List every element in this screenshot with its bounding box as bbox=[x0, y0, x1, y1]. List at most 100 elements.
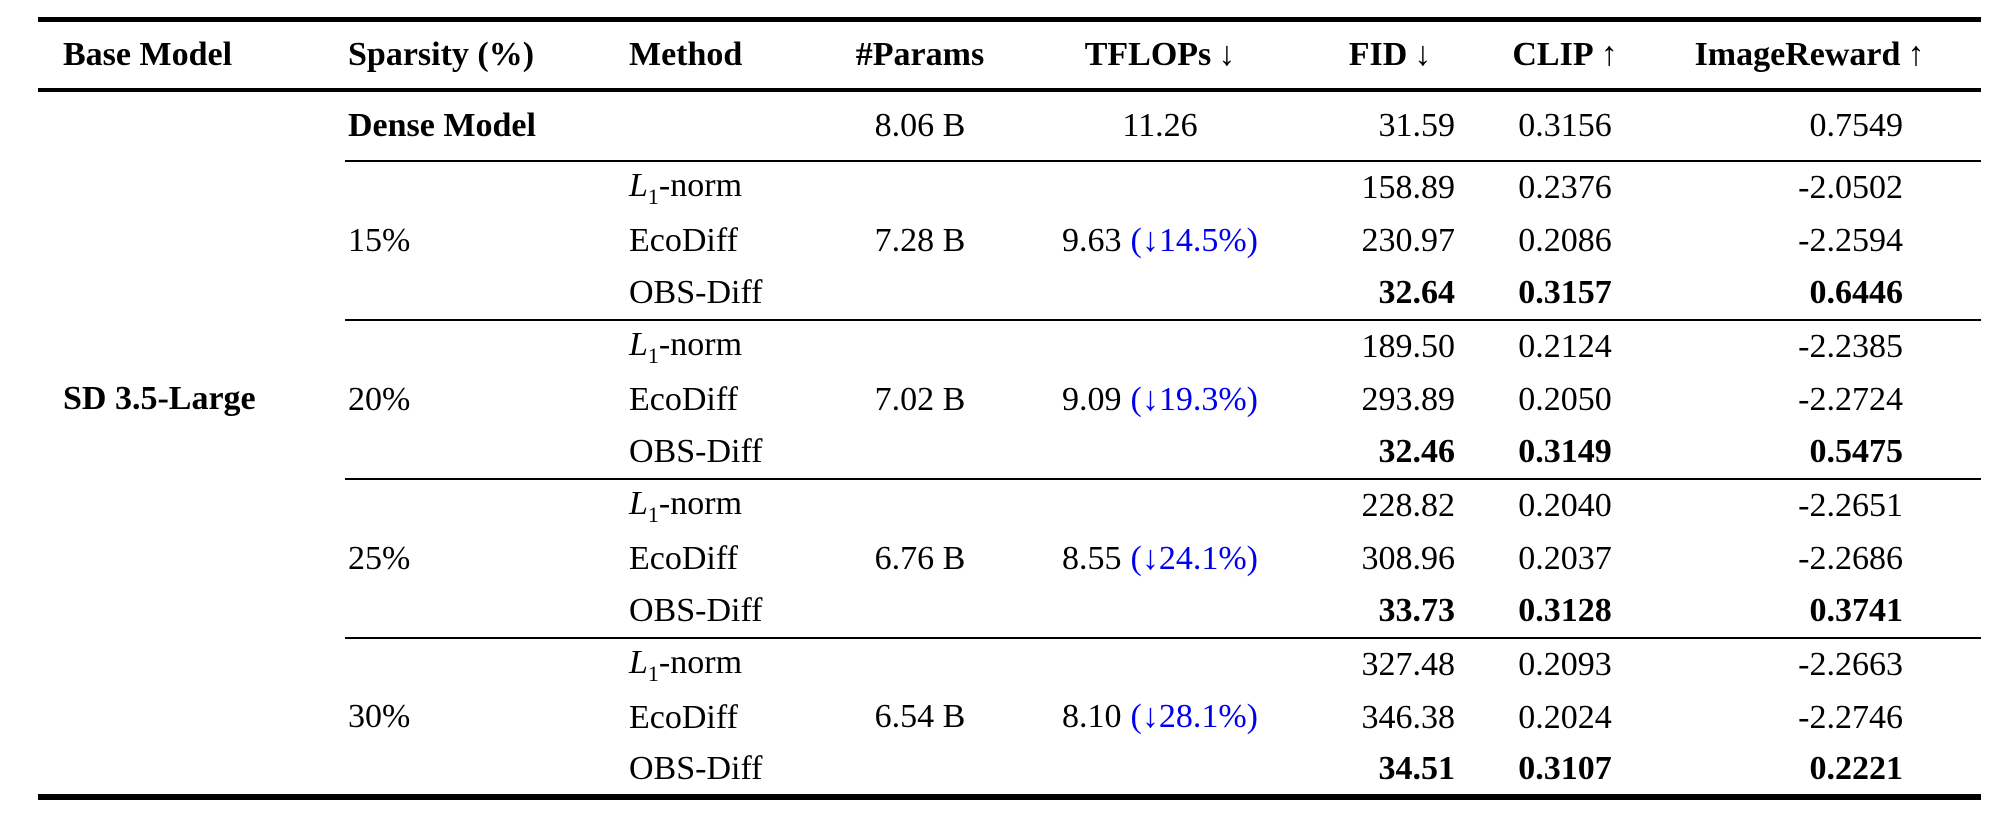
header-params: #Params bbox=[830, 19, 1010, 92]
header-sparsity: Sparsity (%) bbox=[345, 19, 625, 92]
method-cell: EcoDiff bbox=[629, 698, 738, 736]
header-label: Sparsity (%) bbox=[348, 36, 535, 74]
imagereward-cell: 0.5475 bbox=[1660, 426, 1981, 480]
clip-cell: 0.3128 bbox=[1470, 585, 1660, 639]
clip-cell: 0.2376 bbox=[1518, 169, 1612, 207]
header-tflops: TFLOPs ↓ bbox=[1010, 19, 1310, 92]
imagereward-cell: 0.3741 bbox=[1660, 585, 1981, 639]
fid-cell: 228.82 bbox=[1361, 487, 1456, 525]
table-row: OBS-Diff 34.51 0.3107 0.2221 bbox=[38, 744, 1981, 797]
imagereward-cell: 0.2221 bbox=[1809, 750, 1904, 788]
fid-cell: 327.48 bbox=[1361, 646, 1456, 684]
header-label: Method bbox=[629, 36, 743, 74]
table-row: OBS-Diff 32.64 0.3157 0.6446 bbox=[38, 267, 1981, 321]
tflops-cell: 11.26 bbox=[1010, 90, 1310, 162]
clip-cell: 0.3157 bbox=[1470, 267, 1660, 321]
params-cell: 7.28 B bbox=[830, 161, 1010, 321]
l1-subscript: 1 bbox=[647, 660, 659, 686]
table-row: EcoDiff 230.97 0.2086 -2.2594 bbox=[38, 214, 1981, 267]
l1-symbol: L bbox=[629, 485, 648, 522]
clip-cell: 0.2050 bbox=[1518, 380, 1612, 418]
l1-suffix: -norm bbox=[658, 326, 743, 363]
imagereward-cell: -2.2686 bbox=[1798, 539, 1903, 577]
table-row: 30% L1-norm 6.54 B 8.10 (↓28.1%) 327.48 0… bbox=[38, 638, 1981, 735]
method-cell: OBS-Diff bbox=[625, 426, 830, 480]
l1-subscript: 1 bbox=[647, 183, 659, 209]
tflops-value: 8.10 bbox=[1062, 697, 1122, 735]
clip-cell: 0.2093 bbox=[1518, 646, 1612, 684]
l1-symbol: L bbox=[629, 167, 648, 204]
method-cell-l1norm: L1-norm bbox=[625, 161, 830, 214]
imagereward-cell: 0.7549 bbox=[1660, 90, 1981, 162]
header-base-model: Base Model bbox=[38, 19, 345, 92]
fid-cell: 34.51 bbox=[1378, 750, 1456, 788]
l1-subscript: 1 bbox=[647, 342, 659, 368]
tflops-reduction-badge: (↓14.5%) bbox=[1130, 221, 1258, 259]
method-cell: OBS-Diff bbox=[629, 750, 763, 788]
table-row: EcoDiff 293.89 0.2050 -2.2724 bbox=[38, 373, 1981, 426]
l1-symbol: L bbox=[629, 644, 648, 681]
l1-symbol: L bbox=[629, 326, 648, 363]
header-label: #Params bbox=[855, 36, 985, 74]
tflops-reduction-badge: (↓19.3%) bbox=[1130, 380, 1258, 418]
method-cell-l1norm: L1-norm bbox=[625, 320, 830, 373]
method-cell: EcoDiff bbox=[629, 380, 738, 418]
dense-model-label: Dense Model bbox=[345, 90, 830, 162]
base-model-label: SD 3.5-Large bbox=[63, 380, 256, 418]
up-arrow-icon: ↑ bbox=[1600, 36, 1618, 74]
header-label: Base Model bbox=[63, 36, 233, 74]
imagereward-cell: -2.2746 bbox=[1798, 698, 1903, 736]
method-cell: OBS-Diff bbox=[625, 267, 830, 321]
tflops-cell: 9.09 (↓19.3%) bbox=[1010, 320, 1310, 480]
params-cell: 7.02 B bbox=[830, 320, 1010, 480]
tflops-value: 8.55 bbox=[1062, 539, 1122, 577]
table-row: EcoDiff 346.38 0.2024 -2.2746 bbox=[38, 691, 1981, 744]
table-row: OBS-Diff 32.46 0.3149 0.5475 bbox=[38, 426, 1981, 480]
fid-cell: 230.97 bbox=[1361, 221, 1456, 259]
tflops-reduction-badge: (↓24.1%) bbox=[1130, 539, 1258, 577]
l1-suffix: -norm bbox=[658, 485, 743, 522]
table-row: OBS-Diff 33.73 0.3128 0.3741 bbox=[38, 585, 1981, 639]
fid-cell: 189.50 bbox=[1361, 328, 1456, 366]
header-fid: FID ↓ bbox=[1310, 19, 1470, 92]
fid-cell: 31.59 bbox=[1310, 90, 1470, 162]
params-cell: 6.54 B bbox=[874, 697, 966, 735]
imagereward-cell: -2.2594 bbox=[1798, 221, 1903, 259]
header-clip: CLIP ↑ bbox=[1470, 19, 1660, 92]
clip-cell: 0.3149 bbox=[1470, 426, 1660, 480]
fid-cell: 32.46 bbox=[1310, 426, 1470, 480]
fid-cell: 33.73 bbox=[1310, 585, 1470, 639]
sparsity-cell: 15% bbox=[345, 161, 625, 321]
method-cell-l1norm: L1-norm bbox=[625, 638, 830, 691]
base-model-cell: SD 3.5-Large bbox=[38, 90, 345, 797]
header-imagereward: ImageReward ↑ bbox=[1660, 19, 1981, 92]
header-row: Base Model Sparsity (%) Method #Params T… bbox=[38, 19, 1981, 92]
method-cell: EcoDiff bbox=[629, 221, 738, 259]
sparsity-cell: 25% bbox=[345, 479, 625, 639]
down-arrow-icon: ↓ bbox=[1218, 36, 1236, 74]
results-table: Base Model Sparsity (%) Method #Params T… bbox=[38, 17, 1981, 800]
clip-cell: 0.2040 bbox=[1518, 487, 1612, 525]
fid-cell: 158.89 bbox=[1361, 169, 1456, 207]
l1-suffix: -norm bbox=[658, 644, 743, 681]
clip-cell: 0.2024 bbox=[1518, 698, 1612, 736]
imagereward-cell: 0.6446 bbox=[1660, 267, 1981, 321]
tflops-value: 9.09 bbox=[1062, 380, 1122, 418]
imagereward-cell: -2.2651 bbox=[1798, 487, 1903, 525]
table-row: 20% L1-norm 7.02 B 9.09 (↓19.3%) 189.50 0… bbox=[38, 320, 1981, 480]
tflops-reduction-badge: (↓28.1%) bbox=[1130, 697, 1258, 735]
header-label: TFLOPs bbox=[1084, 36, 1212, 74]
down-arrow-icon: ↓ bbox=[1414, 36, 1432, 74]
imagereward-cell: -2.2385 bbox=[1798, 328, 1903, 366]
fid-cell: 308.96 bbox=[1361, 539, 1456, 577]
clip-cell: 0.2124 bbox=[1518, 328, 1612, 366]
clip-cell: 0.2037 bbox=[1518, 539, 1612, 577]
imagereward-cell: -2.2724 bbox=[1798, 380, 1903, 418]
clip-cell: 0.2086 bbox=[1518, 221, 1612, 259]
l1-suffix: -norm bbox=[658, 167, 743, 204]
method-cell-l1norm: L1-norm bbox=[625, 479, 830, 532]
header-label: CLIP bbox=[1512, 36, 1594, 74]
imagereward-cell: -2.0502 bbox=[1798, 169, 1903, 207]
clip-cell: 0.3156 bbox=[1470, 90, 1660, 162]
sparsity-cell: 20% bbox=[345, 320, 625, 480]
